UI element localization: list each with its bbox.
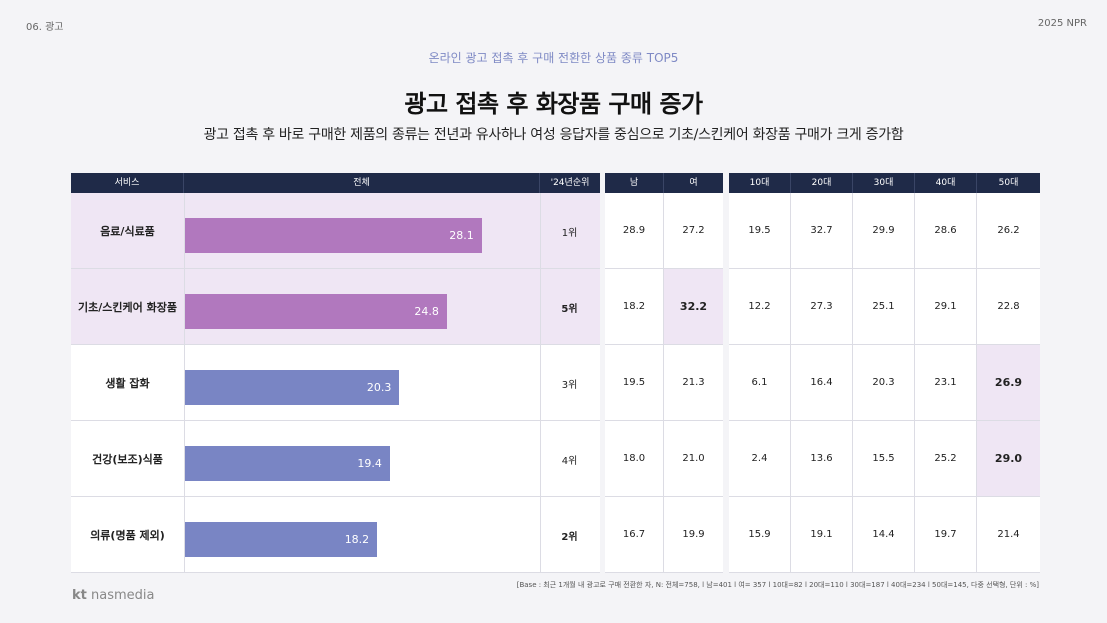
gender-female-cell: 27.2 — [664, 193, 723, 269]
gender-male-cell: 19.5 — [605, 345, 664, 421]
age-a10-cell: 19.5 — [729, 193, 791, 269]
rank-value: 1위 — [561, 227, 578, 239]
age-a30-cell: 15.5 — [853, 421, 915, 497]
header-age50: 50대 — [977, 173, 1040, 193]
age-a30-cell: 14.4 — [853, 497, 915, 573]
age-panel: 10대 20대 30대 40대 50대 19.5 32.7 29.9 28.6 26.2… — [729, 173, 1040, 573]
header-female: 여 — [664, 173, 723, 193]
age-a20-cell: 27.3 — [791, 269, 853, 345]
age-a30-cell: 25.1 — [853, 269, 915, 345]
gender-male-cell: 28.9 — [605, 193, 664, 269]
header-age30: 30대 — [853, 173, 915, 193]
bar-mark — [185, 217, 482, 253]
age-a50-cell: 26.2 — [977, 193, 1040, 269]
gender-male-cell: 18.0 — [605, 421, 664, 497]
age-a20-cell: 19.1 — [791, 497, 853, 573]
age-a10-cell: 6.1 — [729, 345, 791, 421]
service-label: 의류(명품 제외) — [90, 529, 165, 542]
bar-mark — [185, 445, 390, 481]
age-a20-cell: 16.4 — [791, 345, 853, 421]
bar-value-label: 24.8 — [414, 304, 439, 318]
age-a40-cell: 19.7 — [915, 497, 977, 573]
service-label: 기초/스킨케어 화장품 — [78, 301, 177, 314]
age-a50-cell: 29.0 — [977, 421, 1040, 497]
gender-male-cell: 18.2 — [605, 269, 664, 345]
gender-female-cell: 21.0 — [664, 421, 723, 497]
header-age40: 40대 — [915, 173, 977, 193]
age-a30-cell: 29.9 — [853, 193, 915, 269]
bar-mark — [185, 293, 447, 329]
rank-value: 2위 — [561, 531, 578, 543]
section-label: 06. 광고 — [26, 22, 64, 33]
age-a10-cell: 2.4 — [729, 421, 791, 497]
rank-value: 4위 — [561, 455, 578, 467]
age-a40-cell: 25.2 — [915, 421, 977, 497]
age-a10-cell: 15.9 — [729, 497, 791, 573]
service-label: 음료/식료품 — [100, 225, 155, 238]
gender-panel: 남 여 28.9 27.2 18.2 32.2 19.5 21.3 18.0 21.0 16.7… — [605, 173, 723, 573]
service-label: 건강(보조)식품 — [92, 453, 163, 466]
table-row — [71, 345, 600, 421]
table-row — [71, 421, 600, 497]
bar-value-label: 19.4 — [357, 456, 382, 470]
age-a50-cell: 26.9 — [977, 345, 1040, 421]
gender-male-cell: 16.7 — [605, 497, 664, 573]
service-label: 생활 잡화 — [105, 377, 150, 390]
rank-value: 3위 — [561, 379, 578, 391]
bar-value-label: 18.2 — [344, 532, 370, 546]
header-total: 전체 — [184, 173, 540, 193]
bar-mark — [185, 521, 378, 557]
bar-value-label: 28.1 — [449, 228, 474, 242]
page-title: 광고 접촉 후 화장품 구매 증가 — [404, 90, 703, 118]
bar-value-label: 20.3 — [366, 380, 392, 394]
age-a20-cell: 32.7 — [791, 193, 853, 269]
header-age10: 10대 — [729, 173, 791, 193]
page-description: 광고 접촉 후 바로 구매한 제품의 종류는 전년과 유사하나 여성 응답자를 … — [203, 127, 904, 143]
brand-logo: kt nasmedia — [72, 588, 155, 603]
gender-female-cell: 32.2 — [664, 269, 723, 345]
gender-female-cell: 19.9 — [664, 497, 723, 573]
age-a40-cell: 29.1 — [915, 269, 977, 345]
report-label: 2025 NPR — [1037, 18, 1087, 29]
footnote: [Base : 최근 1개월 내 광고로 구매 전환한 자, N: 전체=758… — [516, 581, 1039, 589]
bar-mark — [185, 369, 400, 405]
age-a10-cell: 12.2 — [729, 269, 791, 345]
chart-subtitle: 온라인 광고 접촉 후 구매 전환한 상품 종류 TOP5 — [428, 51, 679, 65]
header-male: 남 — [605, 173, 664, 193]
age-a50-cell: 21.4 — [977, 497, 1040, 573]
table-row — [71, 497, 600, 573]
header-age20: 20대 — [791, 173, 853, 193]
age-a40-cell: 28.6 — [915, 193, 977, 269]
header-service: 서비스 — [71, 173, 184, 193]
age-a20-cell: 13.6 — [791, 421, 853, 497]
gender-female-cell: 21.3 — [664, 345, 723, 421]
rank-value: 5위 — [561, 303, 578, 315]
age-a40-cell: 23.1 — [915, 345, 977, 421]
age-a50-cell: 22.8 — [977, 269, 1040, 345]
header-rank: '24년순위 — [540, 173, 600, 193]
age-a30-cell: 20.3 — [853, 345, 915, 421]
